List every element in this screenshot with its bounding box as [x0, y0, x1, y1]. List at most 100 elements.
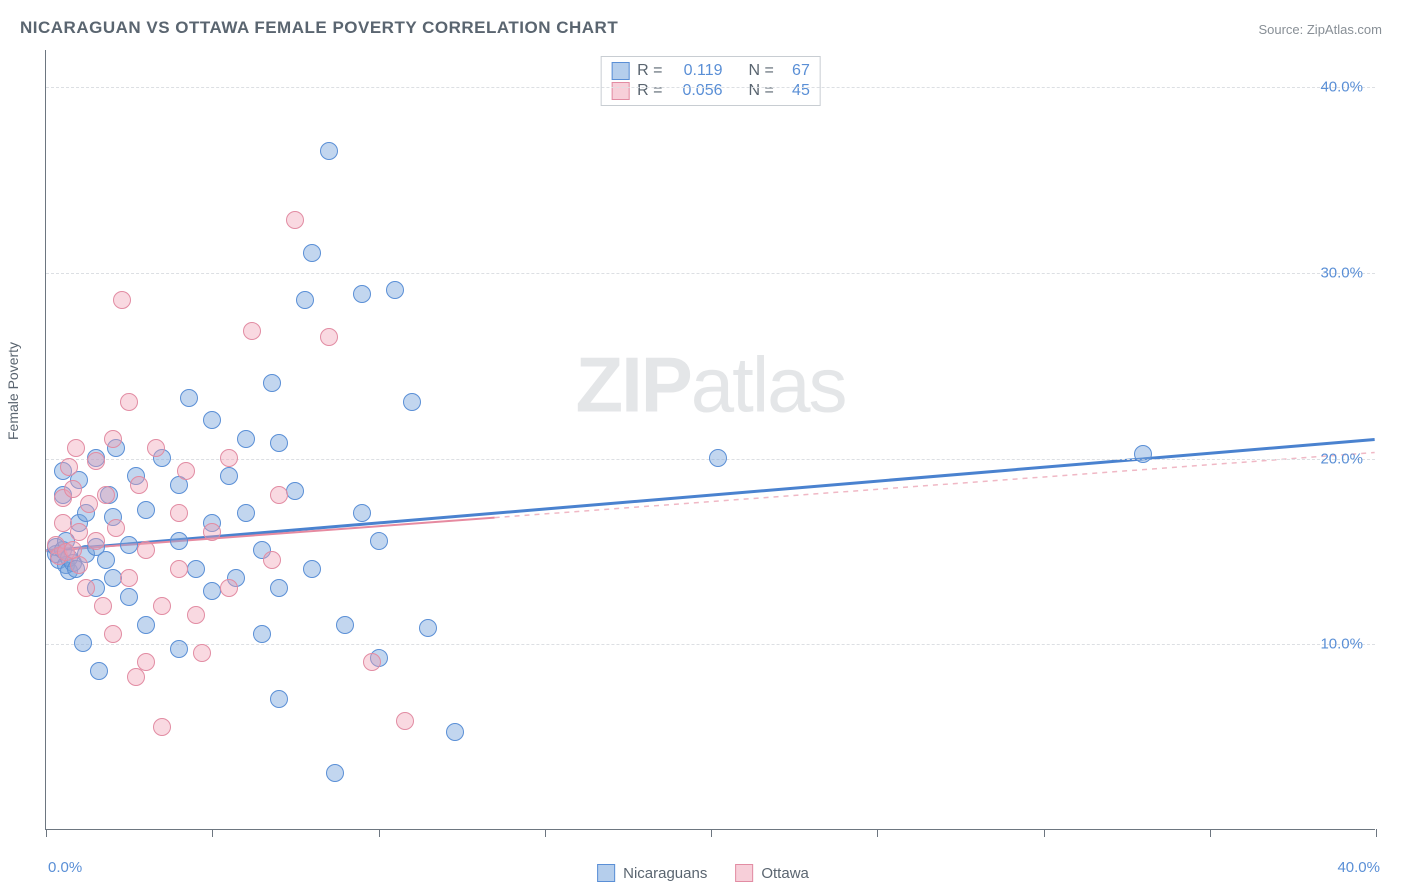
scatter-point: [237, 504, 255, 522]
r-label: R =: [637, 62, 662, 80]
scatter-point: [170, 504, 188, 522]
stats-row: R = 0.119 N = 67: [611, 61, 810, 81]
stats-box: R = 0.119 N = 67R = 0.056 N = 45: [600, 56, 821, 106]
scatter-point: [120, 393, 138, 411]
scatter-point: [170, 532, 188, 550]
scatter-point: [336, 616, 354, 634]
scatter-point: [326, 764, 344, 782]
source-link[interactable]: ZipAtlas.com: [1307, 22, 1382, 37]
scatter-point: [104, 430, 122, 448]
scatter-point: [107, 519, 125, 537]
y-axis-label: Female Poverty: [5, 342, 21, 440]
scatter-point: [77, 579, 95, 597]
scatter-point: [220, 449, 238, 467]
scatter-point: [104, 569, 122, 587]
scatter-point: [243, 322, 261, 340]
scatter-point: [177, 462, 195, 480]
x-tick: [1376, 829, 1377, 837]
scatter-point: [263, 551, 281, 569]
n-value: 67: [782, 62, 810, 80]
scatter-point: [137, 501, 155, 519]
scatter-point: [70, 523, 88, 541]
r-label: R =: [637, 82, 662, 100]
scatter-point: [353, 285, 371, 303]
y-tick-label: 30.0%: [1320, 264, 1363, 281]
y-tick-label: 40.0%: [1320, 79, 1363, 96]
scatter-point: [130, 476, 148, 494]
x-tick: [1044, 829, 1045, 837]
scatter-point: [87, 452, 105, 470]
x-tick: [212, 829, 213, 837]
source-prefix: Source:: [1258, 22, 1306, 37]
n-value: 45: [782, 82, 810, 100]
scatter-point: [263, 374, 281, 392]
scatter-point: [396, 712, 414, 730]
scatter-point: [97, 551, 115, 569]
x-tick: [379, 829, 380, 837]
scatter-point: [320, 142, 338, 160]
scatter-point: [80, 495, 98, 513]
legend-swatch: [611, 82, 629, 100]
r-value: 0.119: [671, 62, 723, 80]
r-value: 0.056: [671, 82, 723, 100]
scatter-point: [90, 662, 108, 680]
scatter-point: [120, 536, 138, 554]
scatter-point: [170, 640, 188, 658]
scatter-point: [363, 653, 381, 671]
scatter-point: [104, 625, 122, 643]
scatter-point: [320, 328, 338, 346]
x-tick: [46, 829, 47, 837]
scatter-point: [153, 718, 171, 736]
scatter-point: [74, 634, 92, 652]
scatter-point: [403, 393, 421, 411]
scatter-point: [137, 541, 155, 559]
scatter-point: [153, 597, 171, 615]
scatter-point: [253, 625, 271, 643]
scatter-point: [137, 616, 155, 634]
n-label: N =: [749, 62, 774, 80]
legend-swatch: [611, 62, 629, 80]
scatter-point: [220, 467, 238, 485]
scatter-point: [270, 486, 288, 504]
scatter-point: [87, 532, 105, 550]
bottom-legend: Nicaraguans Ottawa: [597, 864, 809, 882]
chart-title: NICARAGUAN VS OTTAWA FEMALE POVERTY CORR…: [20, 18, 618, 38]
scatter-point: [67, 439, 85, 457]
scatter-point: [270, 579, 288, 597]
scatter-point: [203, 582, 221, 600]
scatter-point: [286, 211, 304, 229]
scatter-point: [296, 291, 314, 309]
x-axis-min-label: 0.0%: [48, 859, 82, 876]
legend-swatch: [735, 864, 753, 882]
scatter-point: [187, 560, 205, 578]
legend-label: Ottawa: [761, 865, 809, 882]
scatter-point: [1134, 445, 1152, 463]
scatter-point: [446, 723, 464, 741]
scatter-point: [97, 486, 115, 504]
gridline-h: [46, 87, 1375, 88]
plot-area: ZIPatlas R =0.119N =67R =0.056N =45 10.0…: [45, 50, 1375, 830]
scatter-point: [54, 514, 72, 532]
scatter-point: [353, 504, 371, 522]
watermark-zip: ZIP: [575, 340, 690, 428]
scatter-point: [170, 560, 188, 578]
scatter-point: [137, 653, 155, 671]
scatter-point: [94, 597, 112, 615]
legend-swatch: [597, 864, 615, 882]
scatter-point: [270, 690, 288, 708]
gridline-h: [46, 273, 1375, 274]
scatter-point: [419, 619, 437, 637]
scatter-point: [193, 644, 211, 662]
scatter-point: [270, 434, 288, 452]
x-tick: [1210, 829, 1211, 837]
scatter-point: [113, 291, 131, 309]
x-axis-max-label: 40.0%: [1337, 859, 1380, 876]
scatter-point: [286, 482, 304, 500]
scatter-point: [70, 556, 88, 574]
scatter-point: [370, 532, 388, 550]
legend-item: Nicaraguans: [597, 864, 707, 882]
y-tick-label: 10.0%: [1320, 636, 1363, 653]
scatter-point: [237, 430, 255, 448]
scatter-point: [709, 449, 727, 467]
stats-row: R =0.056N =45: [611, 81, 810, 101]
